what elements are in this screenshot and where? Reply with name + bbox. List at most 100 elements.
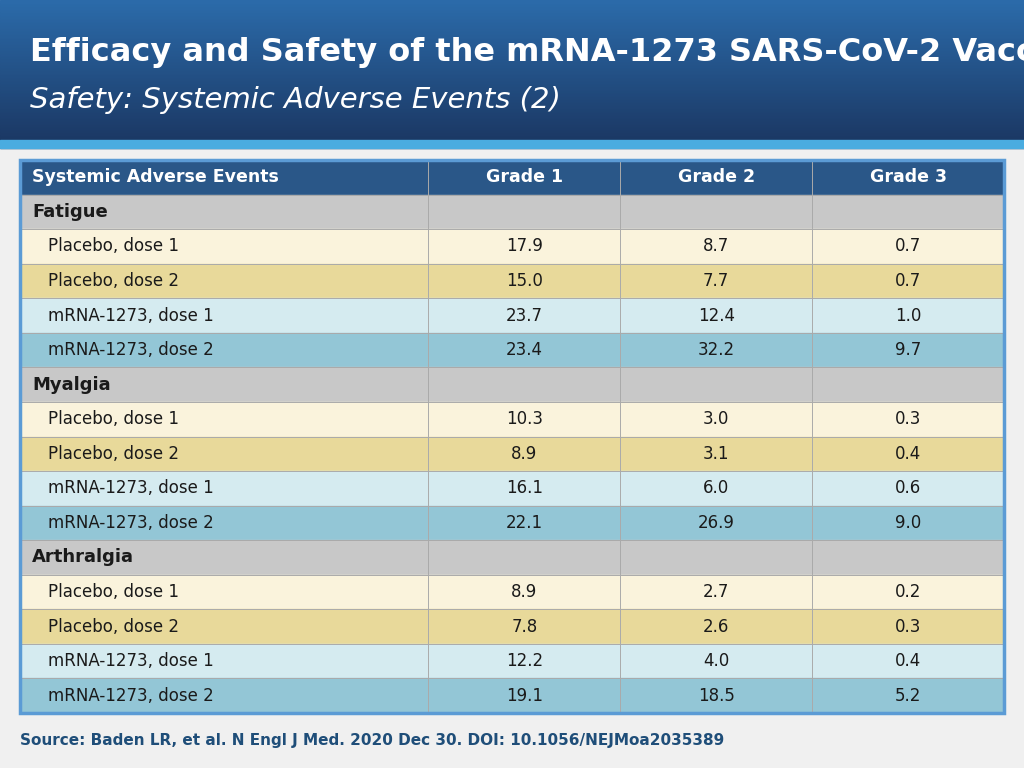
Bar	[0, 15, 1024, 16]
Bar	[20, 333, 1004, 367]
Bar	[0, 58, 1024, 61]
Bar	[20, 471, 1004, 505]
Bar	[0, 56, 1024, 58]
Bar	[0, 8, 1024, 10]
Bar	[0, 77, 1024, 78]
Bar	[0, 98, 1024, 101]
Text: 0.6: 0.6	[895, 479, 922, 498]
Bar	[20, 436, 1004, 471]
Text: 18.5: 18.5	[697, 687, 734, 705]
Bar	[0, 122, 1024, 124]
Bar	[0, 17, 1024, 19]
Bar	[20, 160, 428, 194]
Bar	[0, 65, 1024, 67]
Bar	[20, 505, 1004, 540]
Text: Source: Baden LR, et al. N Engl J Med. 2020 Dec 30. DOI: 10.1056/NEJMoa2035389: Source: Baden LR, et al. N Engl J Med. 2…	[20, 733, 724, 747]
Bar	[621, 160, 812, 194]
Bar	[0, 100, 1024, 102]
Text: 0.7: 0.7	[895, 272, 922, 290]
Bar	[0, 35, 1024, 37]
Text: 8.7: 8.7	[703, 237, 729, 256]
Bar	[0, 22, 1024, 24]
Bar	[0, 115, 1024, 117]
Bar	[0, 16, 1024, 18]
Bar	[0, 68, 1024, 70]
Bar	[0, 34, 1024, 35]
Bar	[0, 96, 1024, 98]
Text: 15.0: 15.0	[506, 272, 543, 290]
Bar	[20, 644, 1004, 678]
Bar	[20, 574, 1004, 609]
Bar	[0, 85, 1024, 88]
Text: mRNA-1273, dose 1: mRNA-1273, dose 1	[48, 479, 214, 498]
Bar	[0, 133, 1024, 134]
Text: Myalgia: Myalgia	[32, 376, 111, 394]
Text: 6.0: 6.0	[703, 479, 729, 498]
Text: 2.7: 2.7	[703, 583, 729, 601]
Bar	[0, 7, 1024, 9]
Text: 12.2: 12.2	[506, 652, 543, 670]
Bar	[0, 87, 1024, 89]
Bar	[0, 20, 1024, 22]
Bar	[0, 10, 1024, 12]
Bar	[0, 32, 1024, 34]
Bar	[428, 160, 621, 194]
Text: 0.3: 0.3	[895, 410, 922, 429]
Bar	[0, 1, 1024, 3]
Text: Systemic Adverse Events: Systemic Adverse Events	[32, 168, 279, 187]
Bar	[0, 125, 1024, 127]
Bar	[0, 41, 1024, 43]
Text: 5.2: 5.2	[895, 687, 922, 705]
Bar	[0, 37, 1024, 38]
Bar	[0, 26, 1024, 28]
Bar	[0, 61, 1024, 64]
Text: 3.0: 3.0	[703, 410, 729, 429]
Text: mRNA-1273, dose 1: mRNA-1273, dose 1	[48, 652, 214, 670]
Text: 4.0: 4.0	[703, 652, 729, 670]
Bar	[0, 138, 1024, 141]
Text: Grade 1: Grade 1	[485, 168, 563, 187]
Bar	[0, 140, 1024, 142]
Bar	[0, 137, 1024, 139]
Bar	[20, 229, 1004, 263]
Text: 0.2: 0.2	[895, 583, 922, 601]
Text: 32.2: 32.2	[697, 341, 735, 359]
Text: Placebo, dose 1: Placebo, dose 1	[48, 410, 179, 429]
Bar	[0, 93, 1024, 94]
Bar	[0, 0, 1024, 2]
Bar	[0, 106, 1024, 108]
Text: 26.9: 26.9	[697, 514, 734, 532]
Bar	[0, 121, 1024, 123]
Text: mRNA-1273, dose 2: mRNA-1273, dose 2	[48, 341, 214, 359]
Bar	[0, 130, 1024, 132]
Bar	[0, 28, 1024, 30]
Bar	[0, 63, 1024, 65]
Text: 2.6: 2.6	[703, 617, 729, 636]
Text: Grade 3: Grade 3	[869, 168, 946, 187]
Bar	[0, 88, 1024, 91]
Bar	[0, 51, 1024, 53]
Text: 0.4: 0.4	[895, 652, 922, 670]
Text: 1.0: 1.0	[895, 306, 922, 325]
Bar	[0, 128, 1024, 131]
Bar	[0, 71, 1024, 72]
Bar	[20, 678, 1004, 713]
Bar	[0, 114, 1024, 115]
Bar	[0, 144, 1024, 147]
Bar	[0, 134, 1024, 136]
Text: 23.4: 23.4	[506, 341, 543, 359]
Bar	[0, 58, 1024, 59]
Text: 23.7: 23.7	[506, 306, 543, 325]
Bar	[0, 109, 1024, 111]
Text: Placebo, dose 1: Placebo, dose 1	[48, 583, 179, 601]
Bar	[0, 47, 1024, 49]
Bar	[0, 4, 1024, 6]
Bar	[0, 50, 1024, 51]
Text: Arthralgia: Arthralgia	[32, 548, 134, 567]
Text: Fatigue: Fatigue	[32, 203, 108, 221]
Text: 10.3: 10.3	[506, 410, 543, 429]
Text: 0.4: 0.4	[895, 445, 922, 463]
Bar	[0, 118, 1024, 120]
Bar	[0, 94, 1024, 96]
Text: 16.1: 16.1	[506, 479, 543, 498]
